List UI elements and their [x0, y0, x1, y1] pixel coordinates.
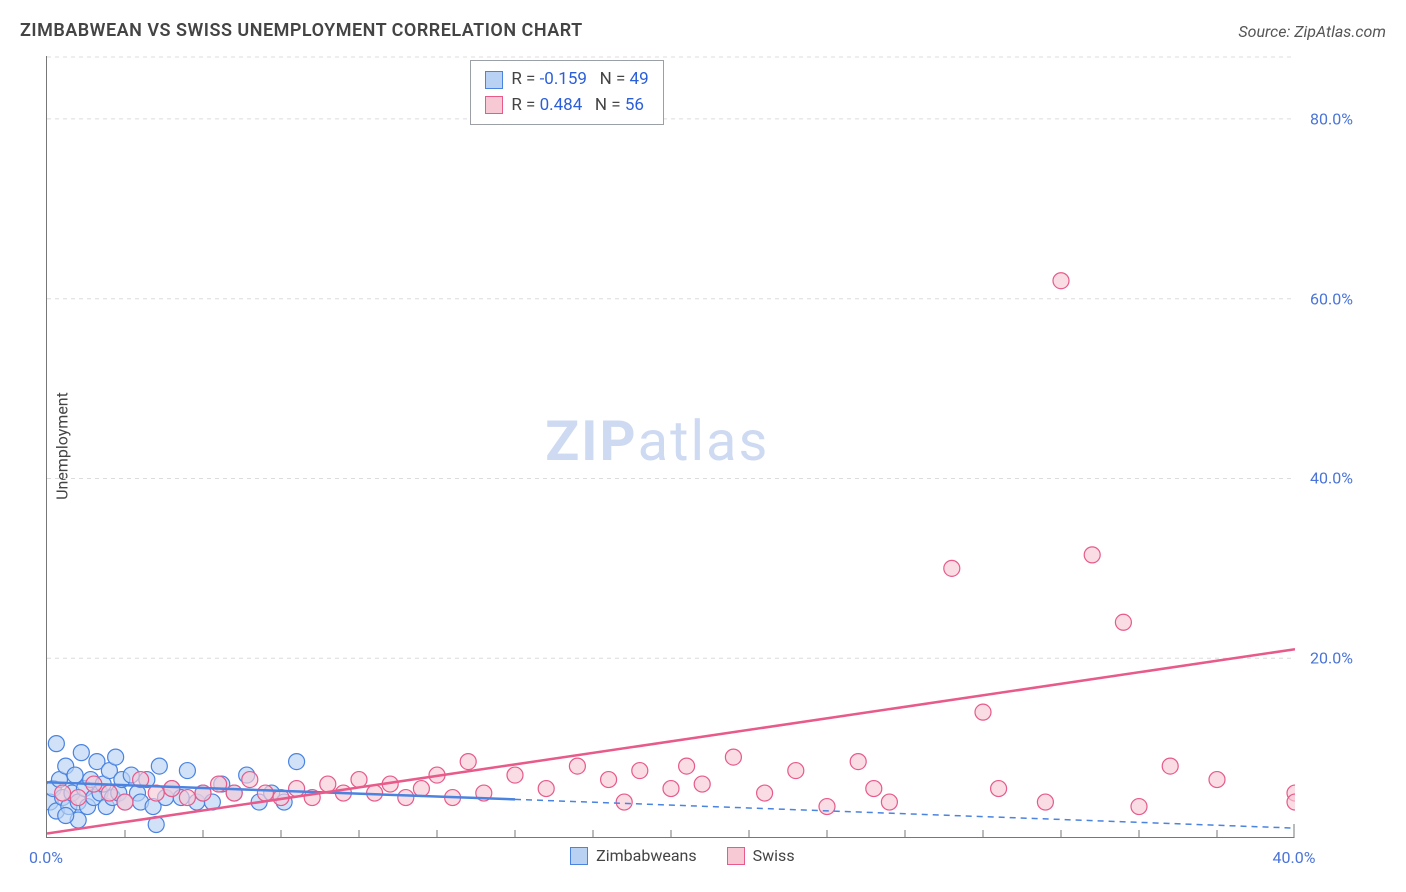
data-point — [117, 794, 133, 810]
data-point — [616, 794, 632, 810]
legend-swatch — [570, 847, 588, 865]
data-point — [413, 781, 429, 797]
data-point — [179, 790, 195, 806]
correlation-legend: R = -0.159 N = 49R = 0.484 N = 56 — [470, 60, 663, 125]
series-legend: Zimbabweans Swiss — [570, 846, 794, 865]
data-point — [975, 704, 991, 720]
x-tick-label: 40.0% — [1273, 848, 1316, 867]
data-point — [866, 781, 882, 797]
y-tick-label: 60.0% — [1310, 289, 1353, 308]
legend-swatch — [727, 847, 745, 865]
data-point — [1115, 614, 1131, 630]
y-tick-label: 80.0% — [1310, 109, 1353, 128]
data-point — [242, 772, 258, 788]
data-point — [108, 749, 124, 765]
y-tick-label: 20.0% — [1310, 649, 1353, 668]
data-point — [1131, 799, 1147, 815]
data-point — [757, 785, 773, 801]
data-point — [991, 781, 1007, 797]
chart-title: ZIMBABWEAN VS SWISS UNEMPLOYMENT CORRELA… — [20, 20, 583, 41]
data-point — [226, 785, 242, 801]
data-point — [289, 754, 305, 770]
legend-swatch — [485, 96, 503, 114]
data-point — [881, 794, 897, 810]
data-point — [58, 808, 74, 824]
data-point — [460, 754, 476, 770]
data-point — [1209, 772, 1225, 788]
data-point — [788, 763, 804, 779]
data-point — [725, 749, 741, 765]
data-point — [257, 785, 273, 801]
legend-swatch — [485, 71, 503, 89]
legend-item: Swiss — [727, 846, 795, 865]
watermark: ZIPatlas — [545, 408, 769, 474]
data-point — [151, 758, 167, 774]
x-tick-label: 0.0% — [29, 848, 63, 867]
data-point — [55, 785, 71, 801]
data-point — [70, 790, 86, 806]
legend-stat: R = -0.159 N = 49 — [511, 67, 648, 93]
data-point — [694, 776, 710, 792]
watermark-bold: ZIP — [545, 408, 637, 474]
legend-stat: R = 0.484 N = 56 — [511, 93, 644, 119]
data-point — [819, 799, 835, 815]
data-point — [289, 781, 305, 797]
data-point — [601, 772, 617, 788]
fit-line — [47, 649, 1295, 833]
data-point — [351, 772, 367, 788]
data-point — [101, 785, 117, 801]
data-point — [679, 758, 695, 774]
data-point — [73, 745, 89, 761]
data-point — [632, 763, 648, 779]
chart-container: ZIMBABWEAN VS SWISS UNEMPLOYMENT CORRELA… — [0, 0, 1406, 892]
data-point — [944, 560, 960, 576]
data-point — [164, 781, 180, 797]
legend-row: R = 0.484 N = 56 — [485, 93, 648, 119]
data-point — [1037, 794, 1053, 810]
y-tick-label: 40.0% — [1310, 469, 1353, 488]
watermark-light: atlas — [638, 408, 770, 474]
data-point — [1053, 273, 1069, 289]
data-point — [507, 767, 523, 783]
data-point — [320, 776, 336, 792]
data-point — [538, 781, 554, 797]
legend-label: Swiss — [753, 846, 795, 865]
legend-row: R = -0.159 N = 49 — [485, 67, 648, 93]
source-attribution: Source: ZipAtlas.com — [1238, 22, 1386, 41]
legend-label: Zimbabweans — [596, 846, 696, 865]
data-point — [179, 763, 195, 779]
data-point — [67, 767, 83, 783]
data-point — [48, 736, 64, 752]
legend-item: Zimbabweans — [570, 846, 696, 865]
data-point — [1084, 547, 1100, 563]
data-point — [850, 754, 866, 770]
data-point — [663, 781, 679, 797]
data-point — [1162, 758, 1178, 774]
data-point — [569, 758, 585, 774]
data-point — [398, 790, 414, 806]
